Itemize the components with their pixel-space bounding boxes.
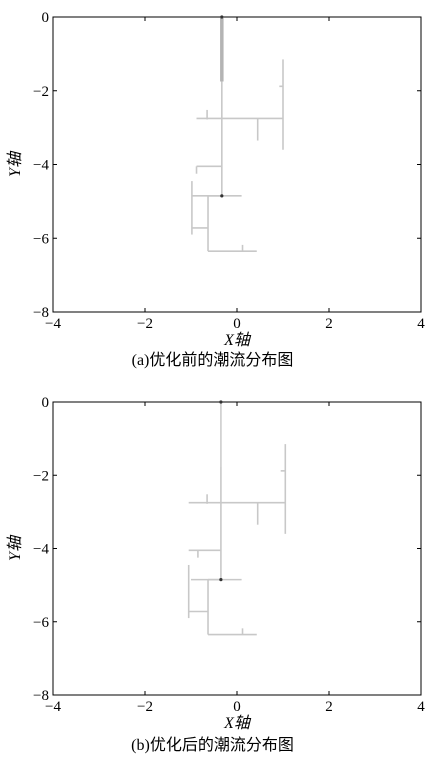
bus-node bbox=[220, 15, 224, 19]
chart-a: −4 −2 0 2 4 0 −2 −4 −6 −8 X轴 Y轴 (a)优化前的潮流分布图 bbox=[0, 0, 425, 378]
x-tick-label: −4 bbox=[45, 699, 61, 715]
y-tick-label: −8 bbox=[33, 305, 49, 321]
chart-b-plot: −4 −2 0 2 4 0 −2 −4 −6 −8 X轴 Y轴 bbox=[6, 395, 425, 732]
chart-b-caption: (b)优化后的潮流分布图 bbox=[131, 737, 294, 754]
y-tick-label: −4 bbox=[33, 158, 49, 174]
x-tick-label: 4 bbox=[417, 316, 425, 332]
chart-a-caption: (a)优化前的潮流分布图 bbox=[131, 352, 294, 369]
y-tick-label: −2 bbox=[33, 84, 49, 100]
y-tick-label: −6 bbox=[33, 231, 49, 247]
x-tick-label: −2 bbox=[137, 699, 153, 715]
y-axis-label: Y轴 bbox=[6, 150, 24, 177]
bus-node bbox=[219, 400, 223, 404]
y-tick-label: −2 bbox=[33, 468, 49, 484]
x-tick-label: −2 bbox=[137, 316, 153, 332]
y-tick-label: 0 bbox=[42, 10, 50, 26]
x-tick-label: 4 bbox=[417, 699, 425, 715]
y-tick-label: 0 bbox=[42, 395, 50, 411]
y-tick-label: −8 bbox=[33, 688, 49, 704]
x-axis-label: X轴 bbox=[223, 331, 252, 349]
x-tick-label: 2 bbox=[325, 316, 333, 332]
y-tick-label: −6 bbox=[33, 615, 49, 631]
plot-frame bbox=[52, 16, 422, 313]
y-axis-label: Y轴 bbox=[6, 534, 24, 561]
x-tick-label: 2 bbox=[325, 699, 333, 715]
x-tick-label: 0 bbox=[233, 699, 241, 715]
chart-a-plot: −4 −2 0 2 4 0 −2 −4 −6 −8 X轴 Y轴 bbox=[6, 10, 425, 349]
bus-node bbox=[220, 194, 224, 198]
plot-frame bbox=[52, 401, 422, 696]
x-tick-label: −4 bbox=[45, 316, 61, 332]
y-tick-label: −4 bbox=[33, 542, 49, 558]
chart-b: −4 −2 0 2 4 0 −2 −4 −6 −8 X轴 Y轴 (b)优化后的潮流分布图 bbox=[0, 386, 425, 764]
x-axis-label: X轴 bbox=[223, 714, 252, 732]
bus-node bbox=[219, 578, 223, 582]
x-tick-label: 0 bbox=[233, 316, 241, 332]
